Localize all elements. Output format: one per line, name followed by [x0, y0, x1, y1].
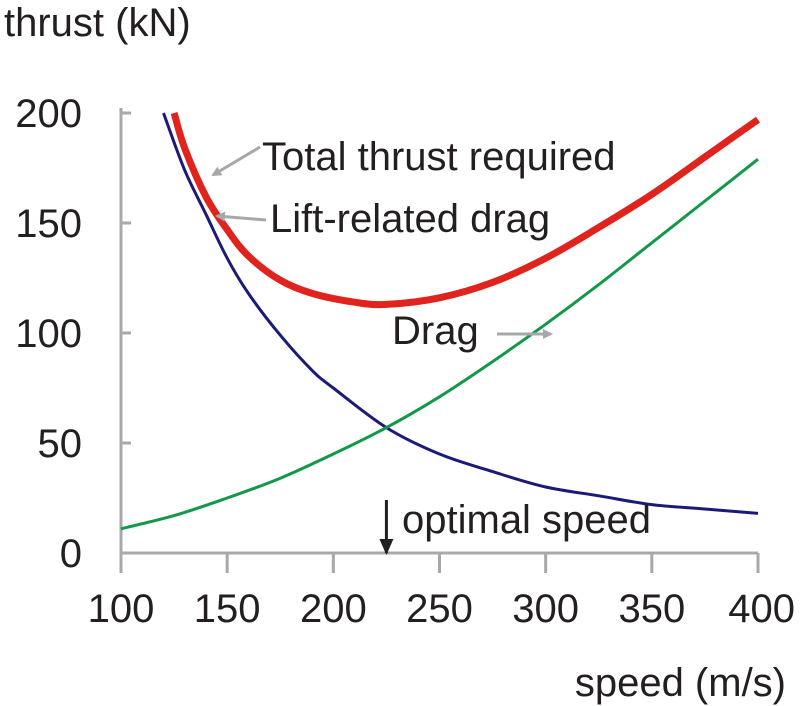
lift-drag-label: Lift-related drag: [270, 197, 550, 241]
x-tick-label: 350: [618, 587, 685, 631]
y-tick-label: 50: [38, 422, 83, 466]
y-tick-label: 150: [15, 202, 82, 246]
x-tick-label: 400: [728, 587, 795, 631]
x-tick-label: 200: [300, 587, 367, 631]
y-ticks: 0 50 100 150 200: [15, 92, 131, 576]
annotations: Total thrust required Lift-related drag …: [211, 135, 651, 555]
y-tick-label: 100: [15, 312, 82, 356]
drag-label: Drag: [392, 309, 479, 353]
y-tick-label: 0: [60, 532, 82, 576]
x-tick-label: 150: [194, 587, 261, 631]
series-line-drag: [120, 158, 759, 531]
lift-drag-arrow: [215, 211, 267, 222]
x-axis-title: speed (m/s): [575, 661, 786, 705]
x-tick-label: 300: [512, 587, 579, 631]
x-tick-label: 100: [88, 587, 155, 631]
y-tick-label: 200: [15, 92, 82, 136]
x-tick-label: 250: [406, 587, 473, 631]
y-axis-title: thrust (kN): [4, 1, 191, 45]
axes: 0 50 100 150 200 100 150 200 250 300 350 400: [15, 92, 795, 631]
total-thrust-label: Total thrust required: [262, 135, 616, 179]
total-thrust-arrow: [211, 145, 261, 177]
series-line-lift-related-drag: [162, 112, 759, 515]
optimal-speed-label: optimal speed: [402, 498, 651, 542]
x-ticks: 100 150 200 250 300 350 400: [88, 553, 795, 631]
